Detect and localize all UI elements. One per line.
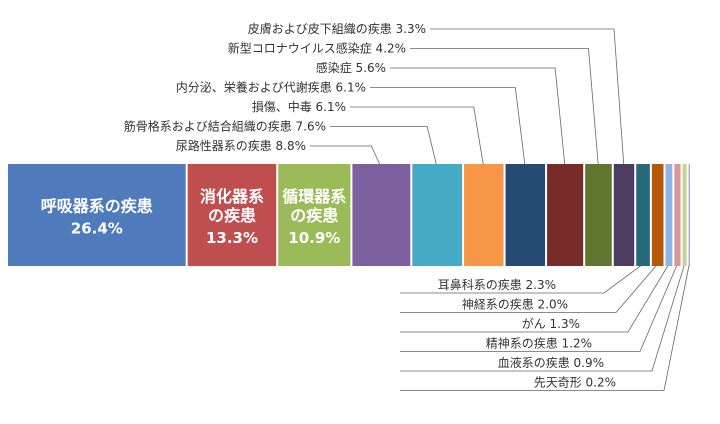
leader-line-16 <box>400 263 690 391</box>
leader-line-8 <box>390 67 566 169</box>
inside-label-1-line-1: 呼吸器系の疾患 <box>41 197 153 216</box>
leader-line-7 <box>370 87 526 169</box>
callout-label-4: 尿路性器系の疾患 8.8% <box>176 138 306 153</box>
bar-segments <box>8 164 690 266</box>
inside-label-3-line-2: の疾患 <box>290 206 338 225</box>
callout-labels: 尿路性器系の疾患 8.8% 筋骨格系および結合組織の疾患 7.6% 損傷、中毒 6.… <box>124 21 616 390</box>
bar-segment-16 <box>688 164 690 266</box>
leader-lines <box>310 28 690 391</box>
bar-segment-3 <box>278 164 351 266</box>
callout-label-13: がん 1.3% <box>522 316 580 331</box>
bar-segment-7 <box>505 164 546 266</box>
callout-label-5: 筋骨格系および結合組織の疾患 7.6% <box>124 119 326 134</box>
bar-segment-13 <box>665 164 673 266</box>
callout-label-8: 感染症 5.6% <box>316 60 386 75</box>
bar-segment-14 <box>674 164 681 266</box>
bar-segment-5 <box>412 164 463 266</box>
bar-segment-6 <box>464 164 504 266</box>
callout-label-10: 皮膚および皮下組織の疾患 3.3% <box>248 21 426 36</box>
bar-segment-8 <box>547 164 584 266</box>
bar-segment-12 <box>651 164 664 266</box>
inside-value-3: 10.9% <box>288 229 340 247</box>
bar-segment-10 <box>613 164 635 266</box>
callout-label-12: 神経系の疾患 2.0% <box>462 297 568 312</box>
bar-segment-2 <box>187 164 277 266</box>
bar-segment-9 <box>585 164 612 266</box>
leader-line-15 <box>400 263 685 372</box>
leader-line-12 <box>400 263 659 313</box>
inside-label-3-line-1: 循環器系 <box>282 187 346 206</box>
callout-label-6: 損傷、中毒 6.1% <box>252 99 346 114</box>
bar-segment-1 <box>8 164 186 266</box>
leader-line-11 <box>400 263 644 294</box>
inside-label-2-line-1: 消化器系 <box>200 187 264 206</box>
leader-line-4 <box>310 145 382 169</box>
bar-segment-15 <box>682 164 687 266</box>
callout-label-15: 血液系の疾患 0.9% <box>498 355 604 370</box>
callout-label-9: 新型コロナウイルス感染症 4.2% <box>228 41 406 56</box>
leader-line-14 <box>400 263 678 352</box>
inside-label-2-line-2: の疾患 <box>208 206 256 225</box>
callout-label-7: 内分泌、栄養および代謝疾患 6.1% <box>176 80 366 95</box>
inside-value-1: 26.4% <box>71 220 123 238</box>
bar-segment-11 <box>636 164 650 266</box>
bar-segment-4 <box>352 164 411 266</box>
leader-line-10 <box>430 28 625 169</box>
callout-label-14: 精神系の疾患 1.2% <box>486 336 592 351</box>
callout-label-11: 耳鼻科系の疾患 2.3% <box>438 277 556 292</box>
leader-line-6 <box>350 106 485 169</box>
callout-label-16: 先天奇形 0.2% <box>534 376 616 390</box>
leader-line-5 <box>330 126 438 169</box>
inside-value-2: 13.3% <box>206 229 258 247</box>
leader-line-13 <box>400 263 670 333</box>
leader-line-9 <box>410 48 599 169</box>
